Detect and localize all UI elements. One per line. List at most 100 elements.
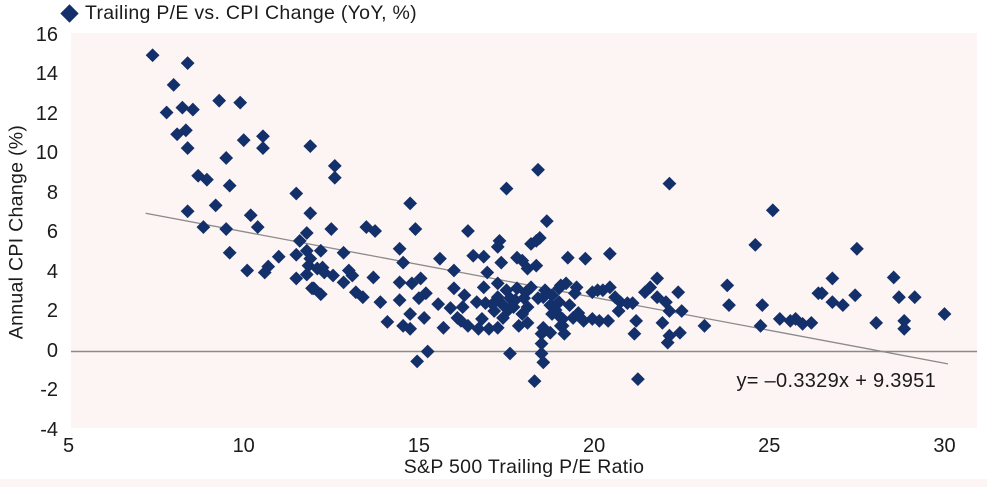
scatter-point [487, 304, 502, 318]
x-tick-label: 30 [933, 435, 956, 457]
scatter-point [643, 280, 658, 295]
scatter-point [336, 275, 351, 290]
scatter-point [417, 311, 432, 325]
scatter-point [408, 222, 423, 236]
scatter-point [180, 204, 195, 219]
scatter-point [557, 326, 572, 341]
scatter-point [431, 297, 446, 311]
scatter-point [748, 237, 763, 252]
scatter-point [261, 259, 276, 274]
scatter-point [392, 293, 407, 308]
scatter-point [178, 123, 193, 138]
scatter-point [518, 285, 533, 300]
scatter-point [355, 290, 370, 305]
scatter-point [552, 281, 566, 296]
scatter-point [413, 271, 428, 286]
y-tick-label: 2 [46, 300, 58, 323]
bottom-accent-strip [0, 479, 987, 487]
scatter-point [869, 315, 884, 330]
y-axis-title: Annual CPI Change (%) [5, 124, 28, 340]
scatter-point [324, 222, 339, 236]
scatter-point [326, 268, 340, 283]
scatter-point [560, 250, 575, 265]
scatter-point [191, 168, 206, 183]
trendline-equation-label: y= –0.3329x + 9.3951 [736, 370, 936, 392]
scatter-point [697, 318, 712, 333]
scatter-point [662, 328, 677, 343]
scatter-point [814, 286, 829, 301]
scatter-point [256, 129, 270, 144]
scatter-point [765, 203, 780, 218]
scatter-point [562, 298, 577, 312]
scatter-point [499, 181, 514, 196]
y-tick-label: 8 [46, 181, 58, 204]
scatter-point [306, 281, 321, 296]
scatter-point [536, 355, 551, 370]
y-tick-label: 12 [35, 102, 58, 125]
scatter-point [655, 315, 670, 330]
scatter-point [476, 249, 491, 264]
scatter-point [368, 224, 382, 238]
scatter-point [611, 304, 626, 318]
scatter-point [897, 321, 912, 336]
scatter-point [373, 295, 388, 310]
scatter-point [625, 296, 640, 311]
y-tick-label: 6 [46, 221, 58, 244]
scatter-point [219, 222, 234, 236]
scatter-point [447, 263, 461, 278]
scatter-point [175, 100, 190, 115]
scatter-point [289, 186, 304, 201]
scatter-point [433, 251, 447, 266]
scatter-point [380, 314, 395, 329]
scatter-point [892, 290, 906, 305]
scatter-point [222, 178, 237, 193]
scatter-point [410, 354, 425, 369]
scatter-point [534, 326, 549, 341]
scatter-point [392, 241, 407, 256]
scatter-point [494, 255, 509, 270]
scatter-point [627, 326, 642, 341]
scatter-point [222, 245, 237, 260]
scatter-point [592, 313, 607, 328]
scatter-point [313, 243, 328, 258]
x-axis-title: S&P 500 Trailing P/E Ratio [403, 456, 645, 478]
scatter-point [490, 290, 505, 305]
scatter-point [336, 245, 351, 260]
scatter-point [443, 301, 458, 315]
scatter-point [145, 48, 160, 63]
scatter-point [552, 295, 566, 310]
scatter-point [461, 318, 475, 333]
scatter-point [569, 280, 584, 295]
scatter-point [466, 248, 481, 263]
scatter-point [292, 234, 307, 248]
scatter-point [303, 206, 318, 221]
scatter-point [461, 224, 475, 238]
scatter-point [673, 325, 687, 340]
scatter-point [392, 275, 407, 290]
scatter-point [613, 295, 628, 310]
scatter-point [396, 255, 411, 270]
scatter-point [403, 196, 418, 211]
scatter-point [850, 241, 864, 256]
y-tick-label: 16 [35, 23, 58, 46]
scatter-point [476, 280, 491, 295]
scatter-point [257, 265, 272, 280]
scatter-point [506, 300, 521, 314]
scatter-point [907, 290, 922, 305]
scatter-point [534, 346, 549, 361]
scatter-point [236, 133, 251, 148]
x-tick-label: 15 [407, 435, 431, 457]
scatter-point [208, 198, 223, 213]
y-tick-label: -2 [40, 379, 58, 402]
scatter-point [631, 372, 645, 387]
scatter-point [536, 290, 551, 305]
scatter-point [299, 267, 314, 282]
y-tick-label: 10 [35, 142, 58, 165]
scatter-point [662, 304, 677, 318]
scatter-point [447, 281, 461, 296]
scatter-point [166, 77, 181, 92]
scatter-point [180, 56, 195, 71]
scatter-point [250, 220, 265, 234]
scatter-point [886, 270, 901, 285]
